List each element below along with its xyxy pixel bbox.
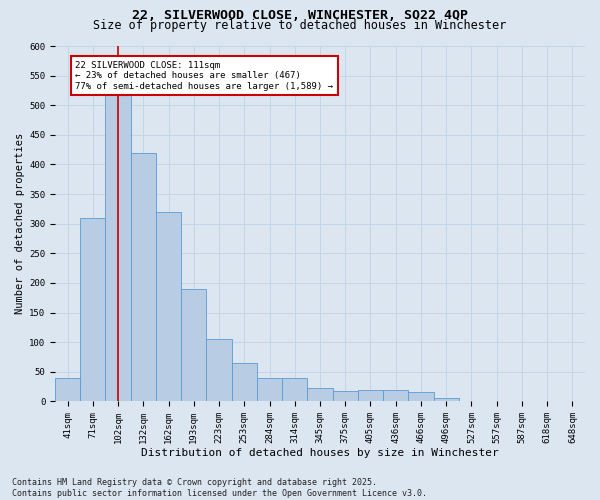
Bar	[434, 398, 459, 402]
Bar	[232, 363, 257, 402]
Bar	[358, 390, 383, 402]
Text: Size of property relative to detached houses in Winchester: Size of property relative to detached ho…	[94, 19, 506, 32]
Bar	[131, 152, 156, 402]
Bar	[55, 378, 80, 402]
Bar	[257, 378, 282, 402]
X-axis label: Distribution of detached houses by size in Winchester: Distribution of detached houses by size …	[141, 448, 499, 458]
Bar	[332, 390, 358, 402]
Bar	[181, 289, 206, 402]
Bar	[509, 401, 535, 402]
Bar	[80, 218, 106, 402]
Bar	[409, 392, 434, 402]
Bar	[307, 388, 332, 402]
Text: 22 SILVERWOOD CLOSE: 111sqm
← 23% of detached houses are smaller (467)
77% of se: 22 SILVERWOOD CLOSE: 111sqm ← 23% of det…	[75, 61, 333, 90]
Bar	[206, 339, 232, 402]
Bar	[106, 66, 131, 402]
Bar	[156, 212, 181, 402]
Y-axis label: Number of detached properties: Number of detached properties	[15, 133, 25, 314]
Bar	[282, 378, 307, 402]
Text: Contains HM Land Registry data © Crown copyright and database right 2025.
Contai: Contains HM Land Registry data © Crown c…	[12, 478, 427, 498]
Bar	[560, 401, 585, 402]
Bar	[459, 401, 484, 402]
Text: 22, SILVERWOOD CLOSE, WINCHESTER, SO22 4QP: 22, SILVERWOOD CLOSE, WINCHESTER, SO22 4…	[132, 9, 468, 22]
Bar	[383, 390, 409, 402]
